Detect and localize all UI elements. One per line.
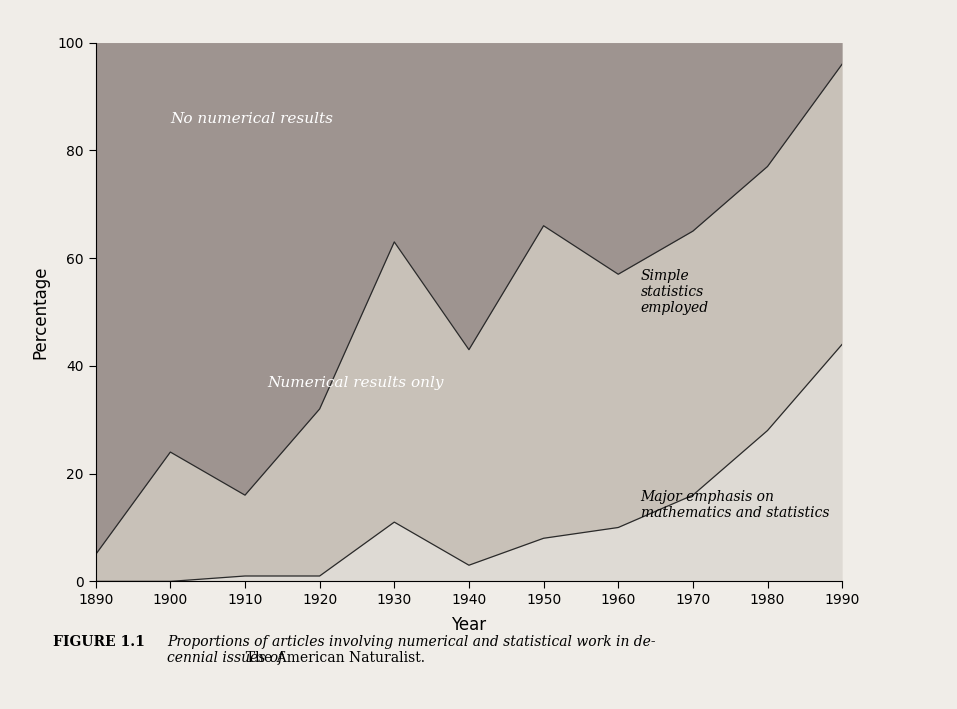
Text: The American Naturalist.: The American Naturalist. — [167, 635, 610, 665]
X-axis label: Year: Year — [452, 615, 486, 634]
Text: No numerical results: No numerical results — [170, 112, 333, 126]
Text: FIGURE 1.1: FIGURE 1.1 — [53, 635, 145, 649]
Y-axis label: Percentage: Percentage — [32, 265, 49, 359]
Text: Simple
statistics
employed: Simple statistics employed — [640, 269, 709, 316]
Text: Numerical results only: Numerical results only — [267, 376, 444, 391]
Text: Proportions of articles involving numerical and statistical work in de-
cennial : Proportions of articles involving numeri… — [167, 635, 657, 665]
Text: Major emphasis on
mathematics and statistics: Major emphasis on mathematics and statis… — [640, 490, 829, 520]
